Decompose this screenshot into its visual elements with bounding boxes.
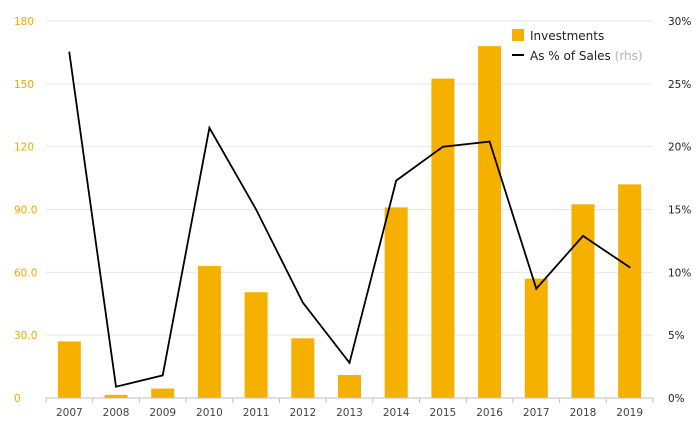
right-axis-ticks: 0% 5% 10% 15% 20% 25% 30% — [668, 16, 691, 405]
investment-bar — [618, 184, 642, 398]
percent-of-sales-point — [255, 208, 258, 211]
right-axis-tick-label: 15% — [668, 205, 691, 217]
x-axis-tick-label: 2013 — [336, 407, 363, 419]
left-axis-tick-label: 0 — [14, 393, 21, 405]
investment-bar — [478, 46, 502, 399]
percent-of-sales-point — [348, 361, 351, 364]
investment-bar — [524, 278, 548, 398]
legend: Investments As % of Sales (rhs) — [512, 29, 643, 63]
percent-of-sales-point — [115, 385, 117, 388]
legend-label-percent-of-sales: As % of Sales (rhs) — [530, 49, 643, 63]
x-axis-tick-label: 2018 — [570, 407, 597, 419]
investment-bar — [291, 338, 315, 398]
left-axis-tick-label: 60.0 — [14, 267, 37, 279]
x-axis-ticks: 2007 2008 2009 2010 2011 2012 2013 2014 2015 2016… — [45, 398, 654, 419]
x-axis-tick-label: 2007 — [56, 407, 83, 419]
gridlines — [46, 20, 653, 336]
right-axis-tick-label: 0% — [668, 393, 685, 405]
investment-bar — [571, 204, 595, 398]
investment-bar — [151, 388, 175, 398]
left-axis-tick-label: 150 — [14, 79, 34, 91]
percent-of-sales-point — [488, 140, 491, 143]
x-axis-tick-label: 2010 — [196, 407, 223, 419]
right-axis-tick-label: 25% — [668, 79, 691, 91]
investment-bar — [244, 292, 268, 398]
legend-label-investments: Investments — [530, 29, 604, 43]
investment-bar — [338, 374, 361, 398]
x-axis-tick-label: 2014 — [383, 407, 410, 419]
right-axis-tick-label: 10% — [668, 267, 691, 279]
percent-of-sales-point — [582, 234, 584, 237]
right-axis-tick-label: 5% — [668, 330, 685, 342]
right-axis-tick-label: 20% — [668, 142, 691, 154]
x-axis-tick-label: 2009 — [149, 407, 176, 419]
x-axis-tick-label: 2015 — [430, 407, 457, 419]
left-axis-tick-label: 30.0 — [14, 330, 37, 342]
x-axis-tick-label: 2016 — [476, 407, 503, 419]
investment-bars — [57, 46, 642, 399]
legend-swatch-investments — [512, 29, 524, 41]
investment-bar — [104, 394, 128, 398]
left-axis-tick-label: 120 — [14, 142, 34, 154]
investment-bar — [57, 341, 81, 398]
x-axis-tick-label: 2012 — [289, 407, 316, 419]
x-axis-tick-label: 2011 — [243, 407, 270, 419]
x-axis-tick-label: 2019 — [616, 407, 643, 419]
legend-label-rhs-note: (rhs) — [615, 49, 643, 63]
percent-of-sales-point — [628, 266, 631, 269]
percent-of-sales-line — [68, 51, 631, 388]
percent-of-sales-point — [535, 287, 538, 290]
percent-of-sales-point — [301, 301, 304, 304]
legend-label-percent-of-sales-main: As % of Sales — [530, 49, 611, 63]
left-axis-tick-label: 180 — [14, 16, 34, 28]
investment-bar — [431, 78, 455, 398]
investment-bar — [384, 207, 408, 398]
percent-of-sales-point — [441, 145, 444, 148]
percent-of-sales-point — [208, 126, 211, 129]
right-axis-tick-label: 30% — [668, 16, 691, 28]
x-axis-tick-label: 2008 — [103, 407, 130, 419]
percent-of-sales-point — [161, 374, 164, 377]
left-axis-tick-label: 90.0 — [14, 205, 37, 217]
left-axis-ticks: 0 30.0 60.0 90.0 120 150 180 — [14, 16, 37, 405]
percent-of-sales-point — [68, 51, 71, 54]
x-axis-tick-label: 2017 — [523, 407, 550, 419]
investment-bar — [197, 266, 221, 398]
percent-of-sales-point — [395, 179, 398, 182]
